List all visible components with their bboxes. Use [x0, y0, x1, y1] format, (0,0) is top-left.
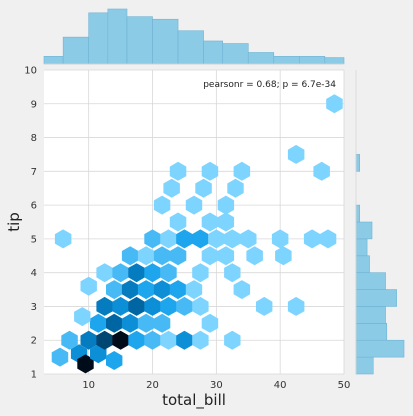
y-tick-label: 9: [31, 99, 37, 110]
y-histogram-bar: [356, 340, 404, 357]
x-tick-label: 50: [338, 380, 351, 391]
x-histogram-bar: [89, 13, 108, 64]
y-histogram-bar: [356, 205, 360, 222]
y-histogram-bar: [356, 357, 373, 374]
y-tick-label: 4: [31, 268, 37, 279]
x-tick-label: 30: [210, 380, 223, 391]
y-histogram-bar: [356, 290, 397, 307]
y-tick-label: 1: [31, 370, 37, 381]
x-histogram-bar: [274, 56, 300, 64]
x-axis-label: total_bill: [162, 391, 226, 410]
x-histogram-bar: [248, 52, 274, 64]
y-histogram-bar: [356, 323, 387, 340]
x-histogram-bar: [325, 58, 344, 64]
y-tick-label: 8: [31, 133, 37, 144]
y-histogram-bar: [356, 273, 386, 290]
y-histogram-bar: [356, 306, 386, 323]
x-histogram-bar: [127, 17, 153, 64]
x-histogram-bar: [299, 56, 325, 64]
x-histogram-bar: [178, 31, 204, 64]
x-histogram-bar: [63, 37, 89, 64]
x-histogram-bar: [108, 9, 127, 64]
y-tick-label: 7: [31, 167, 37, 178]
y-tick-label: 3: [31, 302, 37, 313]
x-tick-label: 20: [146, 380, 159, 391]
y-axis-label: tip: [5, 212, 23, 232]
x-histogram-bar: [204, 41, 223, 64]
x-histogram-bar: [44, 56, 63, 64]
y-histogram-bar: [356, 222, 372, 239]
y-tick-label: 2: [31, 336, 37, 347]
y-tick-label: 6: [31, 201, 37, 212]
x-histogram-bar: [223, 44, 249, 64]
y-tick-label: 10: [24, 66, 37, 77]
y-histogram-bar: [356, 256, 370, 273]
x-tick-label: 10: [82, 380, 95, 391]
y-histogram-bar: [356, 154, 360, 171]
x-histogram-bar: [153, 19, 179, 64]
y-histogram-bar: [356, 239, 367, 256]
pearson-annotation: pearsonr = 0.68; p = 6.7e-34: [203, 80, 336, 90]
x-tick-label: 40: [274, 380, 287, 391]
y-tick-label: 5: [31, 234, 37, 245]
